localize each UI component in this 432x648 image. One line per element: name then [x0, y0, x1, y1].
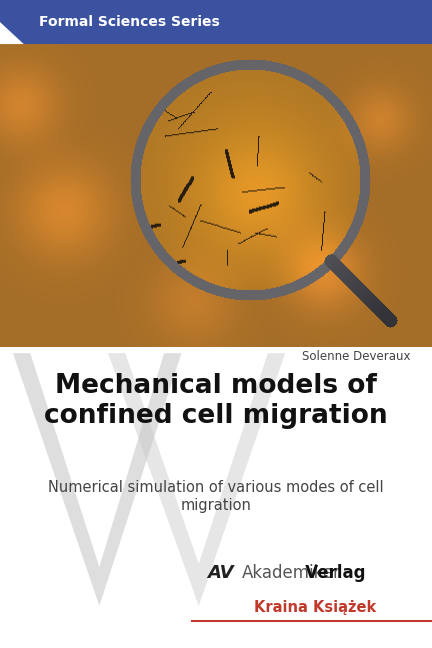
Polygon shape: [0, 0, 432, 44]
Text: Numerical simulation of various modes of cell
migration: Numerical simulation of various modes of…: [48, 480, 384, 513]
Text: Formal Sciences Series: Formal Sciences Series: [39, 15, 219, 29]
Text: Akademiker: Akademiker: [242, 564, 341, 583]
Polygon shape: [13, 353, 181, 606]
Text: Verlag: Verlag: [242, 564, 365, 583]
Polygon shape: [0, 22, 24, 44]
Text: Kraina Książek: Kraina Książek: [254, 599, 376, 615]
Text: Mechanical models of
confined cell migration: Mechanical models of confined cell migra…: [44, 373, 388, 428]
Text: AV: AV: [207, 564, 233, 583]
Text: Solenne Deveraux: Solenne Deveraux: [302, 350, 410, 363]
Polygon shape: [108, 353, 285, 606]
